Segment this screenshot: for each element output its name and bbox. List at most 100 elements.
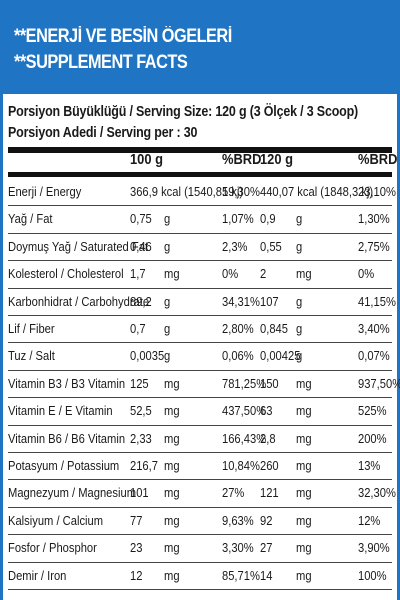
pct-120g: 3,40%: [358, 321, 390, 336]
row-divider: [8, 479, 392, 481]
unit-120g: mg: [296, 375, 312, 391]
unit-120g: mg: [296, 512, 312, 528]
unit-120g: g: [296, 321, 303, 336]
table-row: Tuz / Salt 0,0035 g 0,06% 0,00425 g 0,07%: [3, 343, 397, 370]
unit-100g: g: [164, 348, 171, 364]
row-divider: [8, 424, 392, 426]
unit-120g: mg: [296, 485, 312, 501]
facts-table: Porsiyon Büyüklüğü / Serving Size: 120 g…: [3, 94, 400, 600]
row-divider: [8, 506, 392, 508]
table-row: Karbonhidrat / Carbohydrate 89,2 g 34,31% 10…: [3, 289, 397, 316]
table-row: Enerji / Energy 366,9 kcal (1540,85 kj) 19…: [3, 179, 397, 206]
serving-size: Porsiyon Büyüklüğü / Serving Size: 120 g…: [8, 104, 359, 120]
pct-120g: 200%: [358, 430, 387, 446]
unit-120g: g: [296, 293, 303, 309]
nutrient-name: Lif / Fiber: [8, 321, 55, 336]
table-row: Vitamin B6 / B6 Vitamin 2,33 mg 166,43% 2,8 m…: [3, 426, 397, 453]
row-divider: [8, 534, 392, 536]
amount-100g: 125: [130, 375, 149, 391]
amount-120g: 107: [260, 293, 279, 309]
pct-100g: 781,25%: [222, 375, 267, 391]
amount-100g: 366,9 kcal (1540,85 kj): [130, 184, 244, 199]
amount-120g: 440,07 kcal (1848,3 kj): [260, 184, 374, 199]
amount-100g: 0,46: [130, 238, 152, 254]
unit-120g: g: [296, 348, 303, 364]
amount-120g: 0,845: [260, 321, 288, 336]
row-divider: [8, 315, 392, 316]
amount-100g: 23: [130, 540, 143, 556]
amount-100g: 52,5: [130, 403, 152, 419]
amount-100g: 12: [130, 567, 143, 583]
pct-120g: 12%: [358, 512, 381, 528]
table-row: Demir / Iron 12 mg 85,71% 14 mg 100%: [3, 563, 397, 590]
nutrient-name: Karbonhidrat / Carbohydrate: [8, 293, 150, 309]
column-header-pct-120g: %BRD: [358, 151, 398, 168]
header-title-en: **SUPPLEMENT FACTS: [14, 52, 188, 73]
row-divider: [8, 342, 392, 344]
pct-120g: 1,30%: [358, 211, 390, 227]
unit-100g: g: [164, 211, 171, 227]
unit-120g: mg: [296, 430, 312, 446]
row-divider: [8, 260, 392, 262]
column-header-100g: 100 g: [130, 151, 163, 168]
pct-100g: 85,71%: [222, 567, 260, 583]
table-row: Doymuş Yağ / Saturated Fat 0,46 g 2,3% 0,55 g…: [3, 234, 397, 261]
amount-120g: 92: [260, 512, 273, 528]
unit-100g: mg: [164, 266, 180, 282]
pct-120g: 32,30%: [358, 485, 396, 501]
unit-120g: mg: [296, 403, 312, 419]
nutrient-name: Enerji / Energy: [8, 184, 82, 199]
nutrient-name: Kolesterol / Cholesterol: [8, 266, 124, 282]
amount-100g: 1,7: [130, 266, 146, 282]
pct-100g: 9,63%: [222, 512, 254, 528]
table-row: Fosfor / Phosphor 23 mg 3,30% 27 mg 3,90%: [3, 535, 397, 562]
column-header-pct-100g: %BRD: [222, 151, 262, 168]
divider-thick: [8, 147, 392, 153]
unit-120g: mg: [296, 540, 312, 556]
pct-120g: 23,10%: [358, 184, 396, 199]
row-divider: [8, 589, 392, 590]
unit-100g: mg: [164, 458, 180, 473]
pct-100g: 10,84%: [222, 458, 260, 473]
pct-120g: 2,75%: [358, 238, 390, 254]
table-row: Lif / Fiber 0,7 g 2,80% 0,845 g 3,40%: [3, 316, 397, 343]
table-row: Magnezyum / Magnesium 101 mg 27% 121 mg 32,30%: [3, 480, 397, 507]
amount-100g: 216,7: [130, 458, 158, 473]
nutrient-name: Doymuş Yağ / Saturated Fat: [8, 238, 149, 254]
pct-100g: 0,06%: [222, 348, 254, 364]
table-row: Vitamin E / E Vitamin 52,5 mg 437,50% 63 mg 52…: [3, 398, 397, 425]
unit-100g: mg: [164, 540, 180, 556]
column-header-120g: 120 g: [260, 151, 293, 168]
amount-120g: 63: [260, 403, 273, 419]
pct-120g: 937,50%: [358, 375, 400, 391]
nutrient-name: Kalsiyum / Calcium: [8, 512, 104, 528]
servings-per-container: Porsiyon Adedi / Serving per : 30: [8, 125, 198, 141]
table-row: Potasyum / Potassium 216,7 mg 10,84% 260 mg 13…: [3, 453, 397, 480]
pct-120g: 100%: [358, 567, 387, 583]
amount-120g: 0,9: [260, 211, 276, 227]
facts-panel: Porsiyon Büyüklüğü / Serving Size: 120 g…: [0, 90, 400, 600]
nutrient-name: Vitamin E / E Vitamin: [8, 403, 113, 419]
pct-100g: 166,43%: [222, 430, 267, 446]
amount-120g: 2,8: [260, 430, 276, 446]
nutrient-name: Tuz / Salt: [8, 348, 55, 364]
row-divider: [8, 561, 392, 563]
nutrient-name: Demir / Iron: [8, 567, 67, 583]
table-row: Vitamin B3 / B3 Vitamin 125 mg 781,25% 150 mg…: [3, 371, 400, 398]
unit-100g: mg: [164, 403, 180, 419]
pct-100g: 0%: [222, 266, 239, 282]
nutrient-name: Potasyum / Potassium: [8, 458, 120, 473]
amount-120g: 0,00425: [260, 348, 301, 364]
amount-100g: 89,2: [130, 293, 152, 309]
unit-120g: mg: [296, 567, 312, 583]
unit-120g: mg: [296, 458, 312, 473]
amount-100g: 0,0035: [130, 348, 165, 364]
amount-120g: 150: [260, 375, 279, 391]
pct-120g: 525%: [358, 403, 387, 419]
pct-100g: 27%: [222, 485, 245, 501]
amount-100g: 0,75: [130, 211, 152, 227]
table-row: Kolesterol / Cholesterol 1,7 mg 0% 2 mg 0%: [3, 261, 397, 288]
nutrient-name: Vitamin B3 / B3 Vitamin: [8, 375, 126, 391]
pct-100g: 437,50%: [222, 403, 267, 419]
row-divider: [8, 232, 392, 234]
